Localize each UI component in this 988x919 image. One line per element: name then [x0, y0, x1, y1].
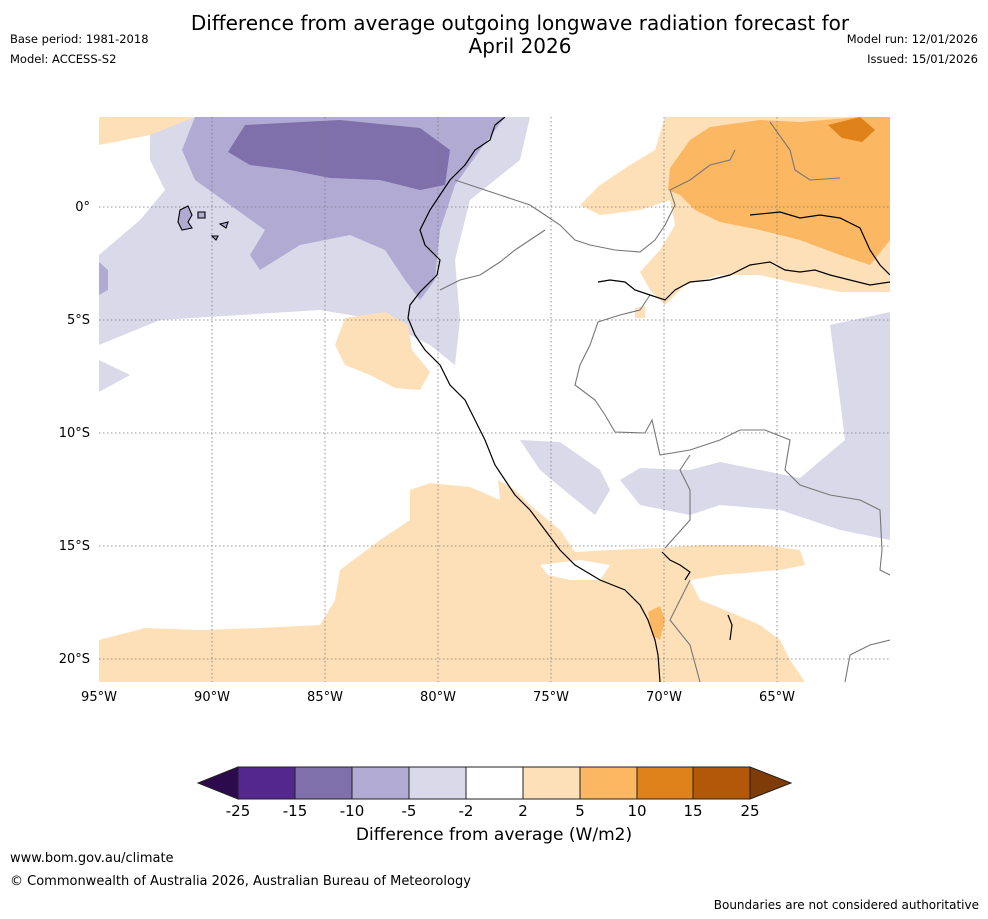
contour-light-orange-ocean-patch	[335, 312, 430, 390]
colorbar-bin-7	[579, 766, 638, 800]
meta-left: Base period: 1981-2018 Model: ACCESS-S2	[10, 29, 149, 69]
colorbar-title: Difference from average (W/m2)	[355, 825, 633, 845]
contour-orange-northeast	[668, 117, 890, 265]
lon-label-80w: 80°W	[420, 690, 456, 705]
contour-dark-purple	[228, 120, 450, 190]
contour-light-purple-east	[620, 312, 890, 540]
colorbar-tick: 25	[740, 802, 759, 820]
latitude-labels: 0° 5°S 10°S 15°S 20°S	[59, 200, 90, 667]
colorbar-bin-3	[351, 766, 410, 800]
contour-dark-orange-northeast	[828, 117, 875, 142]
contour-light-purple-mid	[520, 440, 610, 515]
colorbar-bin-5	[465, 766, 524, 800]
contour-medium-purple-west	[99, 262, 108, 295]
lon-label-70w: 70°W	[646, 690, 682, 705]
lon-label-65w: 65°W	[759, 690, 795, 705]
anomaly-contours	[99, 117, 890, 682]
colorbar-bin-2	[294, 766, 353, 800]
galapagos-islands	[177, 205, 229, 241]
colorbar-tick: -5	[402, 802, 417, 820]
contour-light-orange-small	[635, 306, 645, 318]
colorbar-tick: 10	[627, 802, 646, 820]
colorbar-bin-4	[408, 766, 467, 800]
issued-date: Issued: 15/01/2026	[867, 52, 978, 66]
footer-url: www.bom.gov.au/climate	[10, 851, 174, 866]
map-title: Difference from average outgoing longwav…	[150, 12, 890, 58]
colorbar: -25 -15 -10 -5 -2 2 5 10 15 25	[196, 766, 793, 820]
contour-light-purple-west	[99, 360, 130, 392]
title-line-1: Difference from average outgoing longwav…	[190, 11, 850, 35]
colorbar-tick: -10	[340, 802, 365, 820]
base-period: Base period: 1981-2018	[10, 32, 149, 46]
lat-label-0: 0°	[75, 200, 90, 215]
colorbar-right-arrow	[749, 766, 793, 800]
colorbar-tick: -15	[283, 802, 308, 820]
colorbar-bin-1	[237, 766, 296, 800]
footer-copyright: © Commonwealth of Australia 2026, Austra…	[10, 874, 471, 889]
lon-label-90w: 90°W	[194, 690, 230, 705]
lat-label-15s: 15°S	[59, 539, 90, 554]
model-name: Model: ACCESS-S2	[10, 52, 117, 66]
meta-right: Model run: 12/01/2026 Issued: 15/01/2026	[847, 29, 978, 69]
longitude-labels: 95°W 90°W 85°W 80°W 75°W 70°W 65°W	[81, 690, 795, 705]
contour-light-orange-nw-corner	[99, 117, 195, 145]
colorbar-tick: 15	[683, 802, 702, 820]
coastline	[407, 117, 890, 682]
country-borders	[439, 121, 890, 682]
title-line-2: April 2026	[468, 34, 572, 58]
colorbar-bin-9	[692, 766, 751, 800]
lat-label-10s: 10°S	[59, 426, 90, 441]
colorbar-tick: 5	[575, 802, 585, 820]
model-run: Model run: 12/01/2026	[846, 32, 978, 46]
lon-label-95w: 95°W	[81, 690, 117, 705]
colorbar-bin-8	[636, 766, 694, 800]
lon-label-75w: 75°W	[533, 690, 569, 705]
lat-label-5s: 5°S	[67, 313, 90, 328]
colorbar-tick: -2	[459, 802, 474, 820]
colorbar-tick: 2	[518, 802, 528, 820]
lon-label-85w: 85°W	[307, 690, 343, 705]
colorbar-tick: -25	[226, 802, 251, 820]
lat-label-20s: 20°S	[59, 652, 90, 667]
colorbar-bin-6	[522, 766, 581, 800]
contour-light-orange-south	[99, 480, 805, 682]
colorbar-left-arrow	[196, 766, 239, 800]
footer-note: Boundaries are not considered authoritat…	[713, 898, 979, 912]
